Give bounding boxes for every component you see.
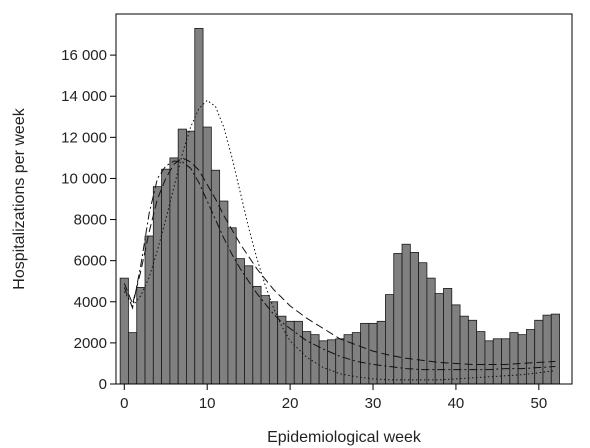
bar	[459, 315, 469, 385]
bar	[550, 313, 560, 385]
x-tick-label: 0	[120, 395, 128, 412]
bar	[161, 168, 171, 385]
bar	[152, 186, 163, 385]
bar	[517, 334, 527, 385]
bar	[409, 252, 420, 385]
bar	[136, 286, 146, 385]
bar	[310, 334, 320, 385]
plot-frame	[115, 13, 573, 385]
y-tick-label: 8000	[74, 212, 107, 229]
bar	[501, 338, 511, 385]
y-tick-label: 4000	[74, 294, 107, 311]
bar	[492, 338, 502, 385]
bar	[260, 295, 270, 385]
fit-curve-dash-dot	[123, 160, 556, 371]
x-tick-label: 30	[365, 395, 382, 412]
bar	[227, 227, 237, 385]
bar	[210, 169, 221, 385]
x-tick-label: 20	[282, 395, 299, 412]
bar	[467, 319, 478, 385]
curves-layer	[123, 99, 556, 381]
bar	[128, 332, 138, 385]
bar	[426, 277, 436, 385]
y-axis-ticks: 0 2000 4000 6000 8000 10 000 12 000 14 000 16 00…	[61, 47, 116, 393]
bar	[235, 258, 245, 385]
fit-curve-dashed	[123, 157, 556, 365]
bar	[376, 320, 386, 385]
x-axis-ticks: 0 10 20 30 40 50	[120, 384, 547, 412]
bar	[542, 314, 552, 385]
bar	[194, 27, 204, 385]
bars-layer	[119, 27, 560, 385]
y-tick-label: 14 000	[61, 88, 107, 105]
bar	[368, 322, 378, 385]
bar	[418, 262, 428, 385]
bar	[219, 200, 229, 385]
bar	[335, 338, 345, 385]
bar	[451, 304, 461, 385]
y-tick-label: 2000	[74, 335, 107, 352]
bar	[244, 265, 254, 385]
bar	[293, 320, 303, 385]
bar	[526, 329, 536, 385]
y-tick-label: 6000	[74, 253, 107, 270]
bar	[277, 315, 287, 385]
bar	[534, 319, 544, 385]
x-axis-title: Epidemiological week	[267, 429, 422, 446]
bar	[434, 293, 444, 385]
x-tick-label: 40	[448, 395, 465, 412]
bar	[169, 157, 179, 385]
bar	[144, 235, 154, 385]
bar	[484, 340, 494, 385]
y-axis-title: Hospitalizations per week	[11, 107, 28, 289]
y-tick-label: 12 000	[61, 129, 107, 146]
bar	[327, 339, 337, 385]
bar	[252, 285, 262, 385]
bar	[202, 126, 212, 385]
bar	[177, 128, 187, 385]
bar	[360, 322, 370, 385]
bar	[509, 332, 519, 385]
x-tick-label: 50	[530, 395, 547, 412]
bar	[385, 294, 395, 385]
bar	[393, 253, 403, 385]
bar	[302, 331, 312, 385]
bar	[401, 243, 411, 385]
y-tick-label: 0	[99, 376, 107, 393]
y-tick-label: 16 000	[61, 47, 107, 64]
bar	[476, 331, 486, 385]
x-tick-label: 10	[199, 395, 216, 412]
y-tick-label: 10 000	[61, 170, 107, 187]
